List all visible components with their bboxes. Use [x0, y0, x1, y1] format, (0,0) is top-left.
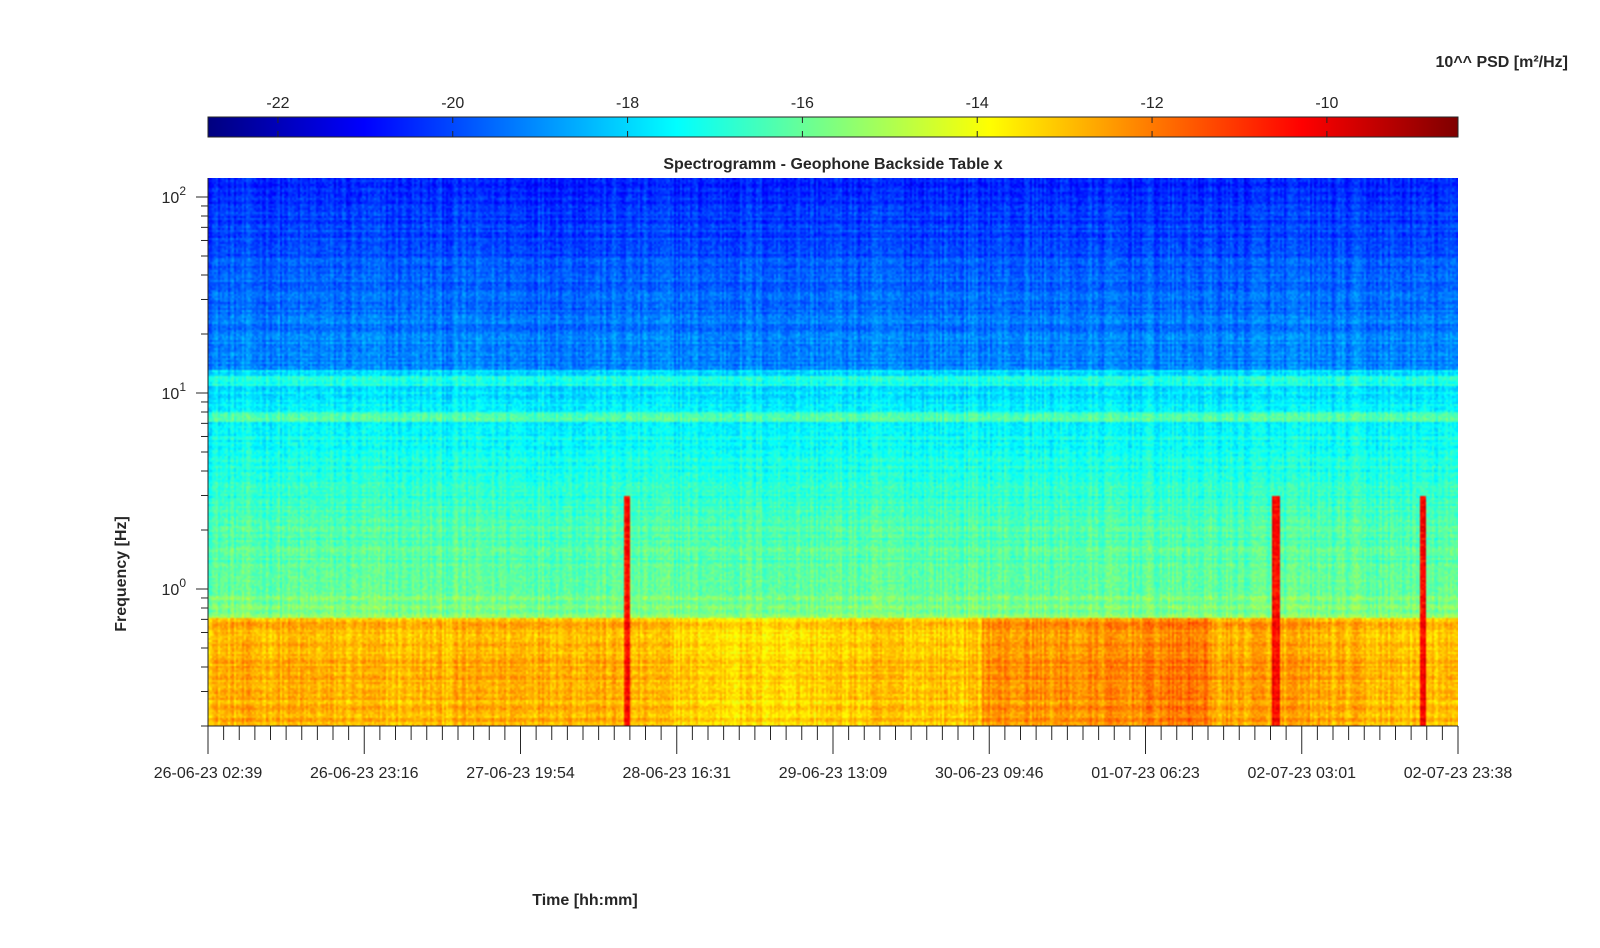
colorbar-label: 10^^ PSD [m²/Hz] — [1436, 54, 1568, 71]
x-tick-label: 29-06-23 13:09 — [779, 765, 888, 782]
colorbar-ticks — [277, 117, 1328, 137]
colorbar-tick-label: -16 — [791, 95, 814, 112]
chart-title: Spectrogramm - Geophone Backside Table x — [663, 156, 1002, 173]
y-tick-label-base: 10 — [162, 190, 180, 207]
y-tick-label: 102 — [162, 184, 187, 207]
y-tick-label-base: 10 — [162, 582, 180, 599]
x-tick-label: 02-07-23 03:01 — [1247, 765, 1356, 782]
x-tick-label: 27-06-23 19:54 — [466, 765, 575, 782]
colorbar-tick-labels: -22 -20 -18 -16 -14 -12 -10 — [266, 95, 1338, 112]
x-tick-label: 26-06-23 02:39 — [154, 765, 263, 782]
x-axis: 26-06-23 02:39 26-06-23 23:16 27-06-23 19:… — [154, 725, 1513, 782]
x-tick-label: 30-06-23 09:46 — [935, 765, 1044, 782]
colorbar-tick-label: -20 — [441, 95, 464, 112]
x-tick-label: 02-07-23 23:38 — [1404, 765, 1513, 782]
colorbar — [208, 117, 1458, 137]
y-tick-label-exponent: 1 — [179, 380, 186, 394]
spectrogram-heatmap — [208, 178, 1458, 726]
y-tick-label-exponent: 0 — [179, 576, 186, 590]
colorbar-tick-label: -12 — [1140, 95, 1163, 112]
colorbar-tick-label: -10 — [1315, 95, 1338, 112]
y-tick-label: 101 — [162, 380, 187, 403]
colorbar-frame — [207, 116, 1459, 138]
colorbar-tick-label: -18 — [616, 95, 639, 112]
x-tick-label: 26-06-23 23:16 — [310, 765, 419, 782]
y-axis-label: Frequency [Hz] — [113, 516, 130, 632]
colorbar-tick-label: -14 — [966, 95, 989, 112]
y-tick-label: 100 — [162, 576, 187, 599]
x-axis-label: Time [hh:mm] — [532, 892, 637, 909]
colorbar-tick-label: -22 — [266, 95, 289, 112]
x-tick-label: 28-06-23 16:31 — [622, 765, 731, 782]
y-tick-label-exponent: 2 — [179, 184, 186, 198]
y-tick-label-base: 10 — [162, 386, 180, 403]
x-tick-label: 01-07-23 06:23 — [1091, 765, 1200, 782]
